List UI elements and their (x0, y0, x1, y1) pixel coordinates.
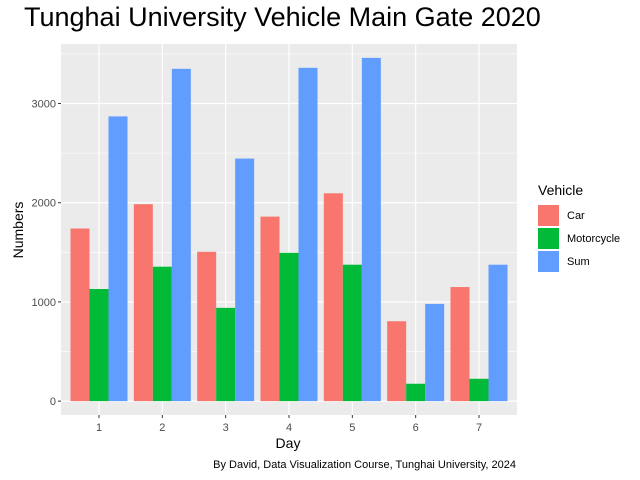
bar-motorcycle-6 (406, 383, 426, 402)
bar-car-6 (387, 321, 407, 402)
legend-label-sum: Sum (567, 255, 590, 268)
x-tick-label: 6 (413, 422, 419, 434)
y-tick-label: 2000 (32, 198, 56, 210)
x-tick-label: 7 (476, 422, 482, 434)
legend-item-sum: Sum (538, 250, 620, 273)
bar-car-2 (133, 204, 153, 402)
chart-caption: By David, Data Visualization Course, Tun… (213, 459, 516, 471)
bar-motorcycle-3 (216, 307, 236, 402)
bar-motorcycle-7 (469, 378, 489, 402)
bar-motorcycle-4 (279, 252, 299, 402)
bar-sum-4 (298, 67, 318, 402)
x-tick-label: 3 (223, 422, 229, 434)
y-axis-title: Numbers (10, 201, 26, 259)
legend: Vehicle Car Motorcycle Sum (538, 182, 620, 273)
legend-item-car: Car (538, 204, 620, 227)
bar-car-3 (197, 251, 217, 402)
bar-sum-2 (171, 68, 191, 402)
bar-car-7 (450, 287, 470, 402)
bar-car-5 (323, 193, 343, 402)
bar-motorcycle-2 (152, 266, 172, 402)
bar-sum-1 (108, 116, 128, 402)
bar-sum-3 (235, 158, 255, 402)
legend-label-car: Car (567, 209, 585, 222)
legend-title: Vehicle (538, 182, 584, 198)
x-tick-label: 1 (96, 422, 102, 434)
y-tick-label: 1000 (32, 297, 56, 309)
bar-motorcycle-1 (89, 289, 109, 402)
legend-swatch-car (538, 205, 559, 226)
legend-item-motorcycle: Motorcycle (538, 227, 620, 250)
chart-title: Tunghai University Vehicle Main Gate 202… (24, 2, 541, 32)
legend-label-motorcycle: Motorcycle (567, 232, 621, 245)
bar-sum-5 (361, 57, 381, 402)
x-tick-label: 4 (286, 422, 292, 434)
bar-car-1 (70, 228, 90, 402)
legend-swatch-motorcycle (538, 228, 559, 249)
legend-swatch-sum (538, 251, 559, 272)
bar-sum-6 (425, 303, 445, 402)
y-tick-label: 3000 (32, 99, 56, 111)
x-axis-title: Day (275, 435, 301, 451)
x-tick-label: 2 (159, 422, 165, 434)
x-tick-label: 5 (349, 422, 355, 434)
y-tick-label: 0 (50, 396, 56, 408)
bar-car-4 (260, 216, 280, 402)
bar-motorcycle-5 (342, 264, 362, 402)
bar-sum-7 (488, 264, 508, 402)
